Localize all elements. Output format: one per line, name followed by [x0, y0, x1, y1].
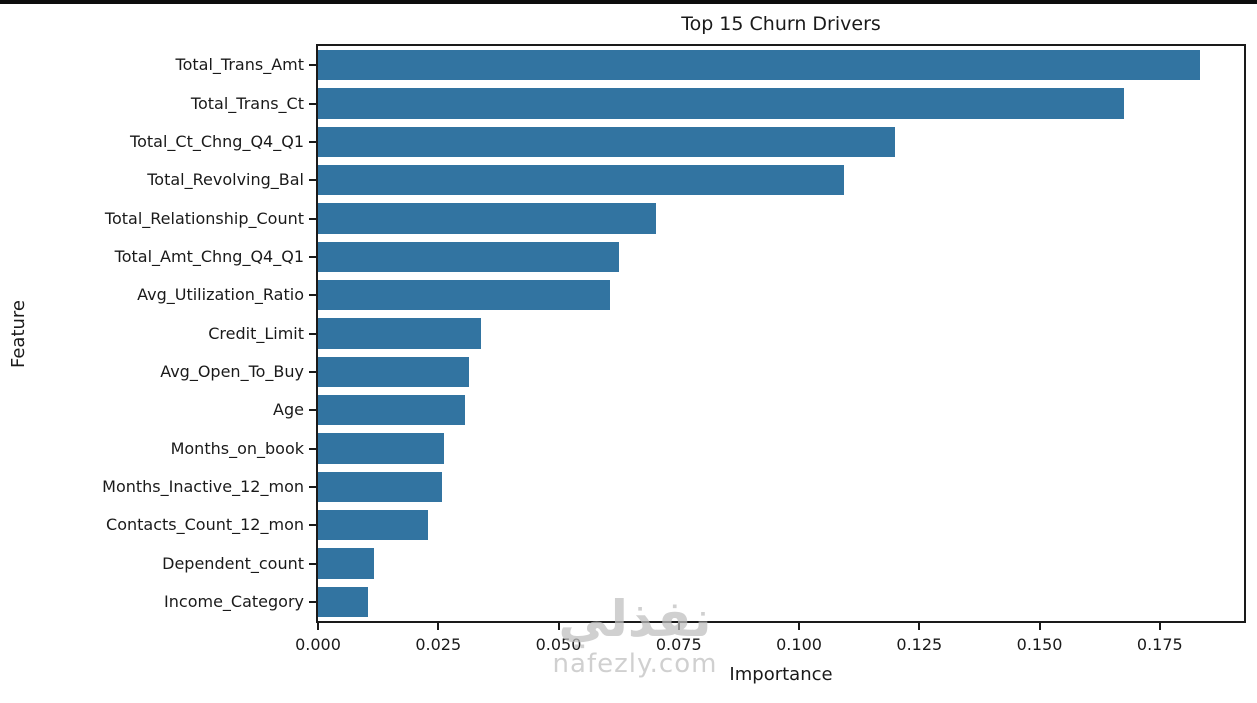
y-tick-label: Total_Trans_Ct [190, 93, 304, 113]
y-tick-mark [309, 485, 316, 488]
y-tick-label: Age [273, 400, 304, 420]
bar [318, 126, 895, 158]
x-tick-mark [437, 623, 440, 630]
bar [318, 394, 466, 426]
y-tick-label: Total_Ct_Chng_Q4_Q1 [130, 131, 304, 151]
letterbox-top [0, 0, 1257, 4]
y-tick-mark [309, 294, 316, 297]
y-tick-mark [309, 409, 316, 412]
bar [318, 548, 374, 579]
y-tick-label: Income_Category [164, 591, 304, 611]
y-tick-mark [309, 140, 316, 143]
x-tick-mark [1158, 623, 1161, 630]
bar [318, 586, 369, 618]
bar [318, 433, 444, 464]
y-tick-label: Total_Revolving_Bal [147, 170, 304, 190]
y-tick-mark [309, 447, 316, 450]
y-tick-mark [309, 600, 316, 603]
chart-title: Top 15 Churn Drivers [681, 13, 881, 35]
y-tick-label: Total_Trans_Amt [175, 55, 304, 75]
y-tick-label: Contacts_Count_12_mon [106, 515, 304, 535]
y-tick-label: Credit_Limit [208, 323, 304, 343]
bar [318, 356, 469, 388]
bar [318, 164, 844, 196]
x-tick-mark [798, 623, 801, 630]
x-tick-label: 0.100 [776, 635, 822, 654]
x-tick-label: 0.125 [896, 635, 943, 654]
x-tick-mark [677, 623, 680, 630]
bar [318, 88, 1125, 119]
y-tick-label: Months_on_book [170, 438, 304, 458]
y-tick-label: Dependent_count [162, 553, 304, 573]
y-tick-mark [309, 562, 316, 565]
y-tick-label: Avg_Utilization_Ratio [137, 285, 304, 305]
y-tick-mark [309, 217, 316, 220]
y-tick-label: Total_Amt_Chng_Q4_Q1 [114, 246, 304, 266]
y-tick-mark [309, 370, 316, 373]
x-axis-label: Importance [729, 664, 833, 685]
x-tick-label: 0.150 [1016, 635, 1063, 654]
x-tick-label: 0.025 [415, 635, 462, 654]
bar [318, 203, 657, 234]
bar [318, 241, 619, 273]
bar [318, 318, 481, 349]
bar [318, 279, 610, 311]
y-tick-mark [309, 64, 316, 67]
x-tick-mark [918, 623, 921, 630]
plot-area [316, 44, 1246, 623]
y-tick-mark [309, 255, 316, 258]
bar [318, 509, 428, 541]
y-tick-label: Avg_Open_To_Buy [160, 361, 304, 381]
x-tick-mark [317, 623, 319, 630]
bar [318, 49, 1201, 81]
y-tick-label: Total_Relationship_Count [104, 208, 304, 228]
x-tick-mark [1038, 623, 1041, 630]
y-tick-label: Months_Inactive_12_mon [102, 476, 304, 496]
x-tick-mark [557, 623, 560, 630]
x-tick-label: 0.075 [655, 635, 702, 654]
x-tick-label: 0.175 [1136, 635, 1183, 654]
bar [318, 471, 442, 503]
y-tick-mark [309, 332, 316, 335]
y-tick-mark [309, 524, 316, 527]
x-tick-label: 0.050 [535, 635, 582, 654]
y-tick-mark [309, 179, 316, 182]
x-tick-label: 0.000 [295, 635, 341, 654]
y-tick-mark [309, 102, 316, 105]
